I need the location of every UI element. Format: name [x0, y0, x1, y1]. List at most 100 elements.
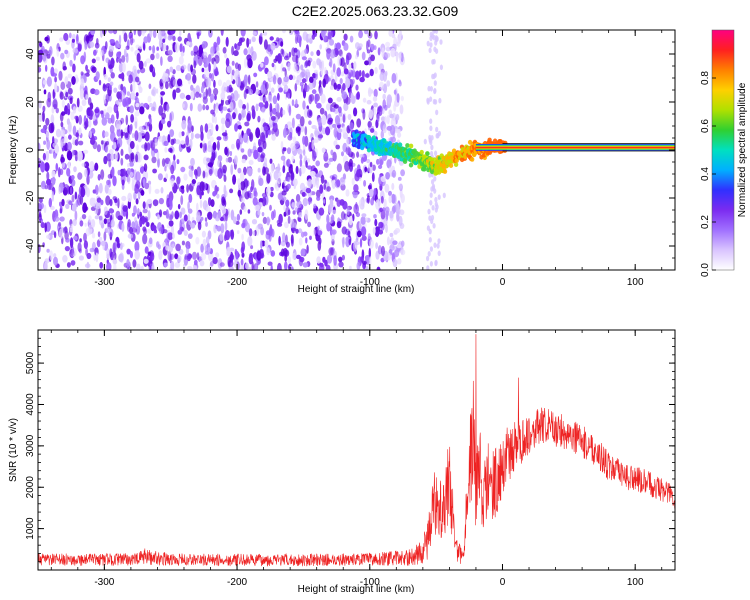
noise-blob	[78, 140, 84, 146]
noise-blob	[215, 46, 220, 52]
snr-panel: -300 -200 -100 0 100 1000 2000 3000 4000 5000 Hei…	[8, 329, 676, 595]
noise-blob	[225, 36, 229, 47]
noise-blob	[273, 170, 279, 181]
noise-blob	[83, 240, 88, 250]
noise-blob	[172, 89, 177, 100]
noise-blob	[126, 248, 131, 255]
noise-blob	[244, 57, 248, 68]
y-tick-label: -20	[25, 190, 36, 205]
noise-blob	[108, 159, 112, 168]
noise-blob	[147, 228, 152, 234]
noise-blob	[84, 40, 88, 51]
noise-blob	[205, 236, 210, 245]
noise-blob	[336, 67, 342, 77]
noise-blob	[263, 167, 269, 175]
noise-blob	[59, 208, 63, 214]
noise-blob	[148, 122, 153, 132]
noise-blob	[93, 253, 97, 261]
noise-blob	[442, 192, 446, 199]
noise-blob	[54, 68, 58, 74]
noise-blob	[134, 241, 140, 252]
noise-blob	[61, 198, 65, 207]
noise-blob	[270, 42, 276, 51]
noise-blob	[388, 195, 392, 204]
noise-blob	[135, 171, 141, 183]
noise-blob	[45, 150, 50, 161]
noise-blob	[375, 242, 378, 250]
noise-blob	[169, 66, 174, 73]
noise-blob	[298, 212, 303, 218]
noise-blob	[222, 47, 227, 54]
noise-blob	[295, 126, 301, 132]
noise-blob	[247, 167, 253, 177]
noise-blob	[64, 246, 70, 252]
noise-blob	[227, 256, 231, 268]
noise-blob	[276, 37, 280, 42]
noise-blob	[222, 164, 227, 174]
noise-blob	[53, 231, 57, 239]
noise-blob	[96, 197, 102, 203]
noise-blob	[429, 31, 433, 38]
noise-blob	[255, 127, 261, 139]
noise-blob	[258, 34, 263, 45]
noise-blob	[311, 89, 317, 95]
noise-blob	[187, 233, 193, 240]
noise-blob	[282, 165, 286, 174]
noise-blob	[53, 253, 57, 258]
noise-blob	[272, 107, 277, 115]
noise-blob	[160, 56, 163, 66]
noise-blob	[167, 55, 173, 63]
noise-blob	[144, 131, 150, 142]
noise-blob	[430, 186, 434, 192]
noise-blob	[90, 30, 96, 36]
noise-blob	[63, 32, 69, 42]
noise-blob	[257, 157, 262, 163]
noise-blob	[150, 252, 155, 261]
noise-blob	[179, 219, 182, 230]
noise-blob	[251, 261, 254, 270]
signal-point	[487, 137, 492, 143]
noise-blob	[237, 167, 242, 174]
noise-blob	[204, 123, 209, 133]
y-tick-label: 4000	[25, 393, 36, 416]
noise-blob	[162, 229, 168, 234]
noise-blob	[333, 82, 337, 90]
noise-blob	[217, 159, 221, 168]
noise-blob	[152, 168, 158, 174]
signal-point	[442, 169, 448, 174]
noise-blob	[60, 121, 64, 128]
noise-blob	[356, 118, 362, 128]
noise-blob	[125, 53, 129, 63]
noise-blob	[118, 98, 122, 108]
noise-blob	[111, 166, 115, 178]
noise-blob	[270, 250, 276, 257]
noise-blob	[187, 63, 191, 72]
noise-blob	[286, 121, 292, 129]
noise-blob	[73, 235, 78, 241]
noise-blob	[155, 52, 160, 60]
noise-blob	[112, 196, 117, 201]
signal-point	[427, 156, 433, 162]
noise-blob	[243, 89, 247, 100]
noise-blob	[207, 211, 213, 220]
noise-blob	[311, 176, 317, 188]
noise-blob	[316, 189, 321, 198]
noise-blob	[88, 119, 92, 128]
noise-blob	[56, 48, 60, 57]
noise-blob	[60, 81, 66, 91]
noise-blob	[46, 139, 51, 151]
noise-blob	[345, 146, 351, 156]
noise-blob	[131, 179, 135, 191]
noise-blob	[296, 74, 302, 83]
noise-blob	[274, 183, 278, 189]
noise-blob	[69, 97, 73, 105]
noise-blob	[330, 49, 336, 59]
noise-blob	[342, 83, 346, 91]
noise-blob	[336, 179, 341, 188]
noise-blob	[348, 63, 352, 73]
noise-blob	[146, 198, 153, 205]
noise-blob	[317, 225, 320, 231]
noise-blob	[389, 113, 395, 119]
noise-blob	[100, 140, 104, 145]
noise-blob	[151, 106, 156, 112]
